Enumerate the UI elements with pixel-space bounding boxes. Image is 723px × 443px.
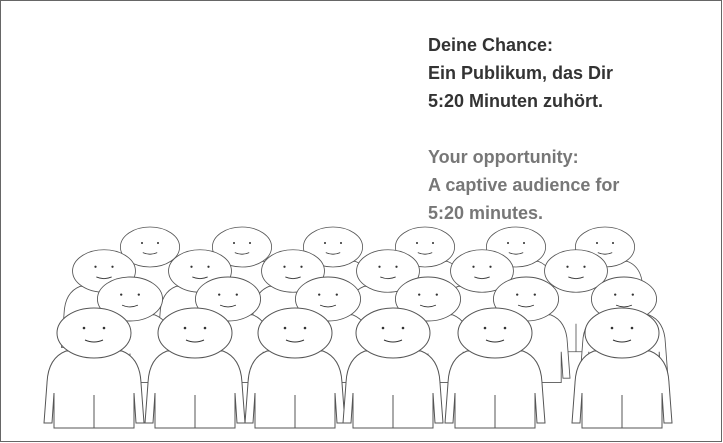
german-line: Ein Publikum, das Dir [428, 63, 613, 83]
eye [318, 293, 320, 295]
eye [120, 293, 122, 295]
eye [382, 327, 385, 330]
eye [583, 266, 585, 268]
eye [484, 327, 487, 330]
english-line: 5:20 minutes. [428, 203, 543, 223]
eye [207, 266, 209, 268]
eye [324, 242, 326, 244]
eye [614, 293, 616, 295]
eye [523, 242, 525, 244]
eye [218, 293, 220, 295]
eye [596, 242, 598, 244]
eye [516, 293, 518, 295]
eye [283, 266, 285, 268]
eye [236, 293, 238, 295]
head [356, 308, 430, 358]
head [458, 308, 532, 358]
head [57, 308, 131, 358]
eye [304, 327, 307, 330]
eye [340, 242, 342, 244]
person [445, 308, 545, 428]
person [44, 308, 144, 428]
head [258, 308, 332, 358]
illustration: Deine Chance: Ein Publikum, das Dir 5:20… [0, 0, 723, 443]
head [158, 308, 232, 358]
eye [395, 266, 397, 268]
eye [612, 242, 614, 244]
english-line: Your opportunity: [428, 147, 579, 167]
person [343, 308, 443, 428]
eye [418, 293, 420, 295]
eye [233, 242, 235, 244]
eye [472, 266, 474, 268]
eye [504, 327, 507, 330]
eye [632, 293, 634, 295]
eye [190, 266, 192, 268]
eye [507, 242, 509, 244]
eye [534, 293, 536, 295]
eye [336, 293, 338, 295]
eye [378, 266, 380, 268]
crowd [44, 227, 672, 428]
eye [103, 327, 106, 330]
person [572, 308, 672, 428]
german-line: 5:20 Minuten zuhört. [428, 91, 603, 111]
german-line: Deine Chance: [428, 35, 553, 55]
eye [141, 242, 143, 244]
english-line: A captive audience for [428, 175, 619, 195]
eye [83, 327, 86, 330]
eye [204, 327, 207, 330]
eye [300, 266, 302, 268]
eye [111, 266, 113, 268]
eye [157, 242, 159, 244]
eye [184, 327, 187, 330]
eye [138, 293, 140, 295]
head [585, 308, 659, 358]
eye [631, 327, 634, 330]
eye [94, 266, 96, 268]
person [145, 308, 245, 428]
eye [436, 293, 438, 295]
eye [249, 242, 251, 244]
eye [566, 266, 568, 268]
eye [284, 327, 287, 330]
eye [489, 266, 491, 268]
eye [611, 327, 614, 330]
eye [416, 242, 418, 244]
person [245, 308, 345, 428]
eye [402, 327, 405, 330]
eye [432, 242, 434, 244]
